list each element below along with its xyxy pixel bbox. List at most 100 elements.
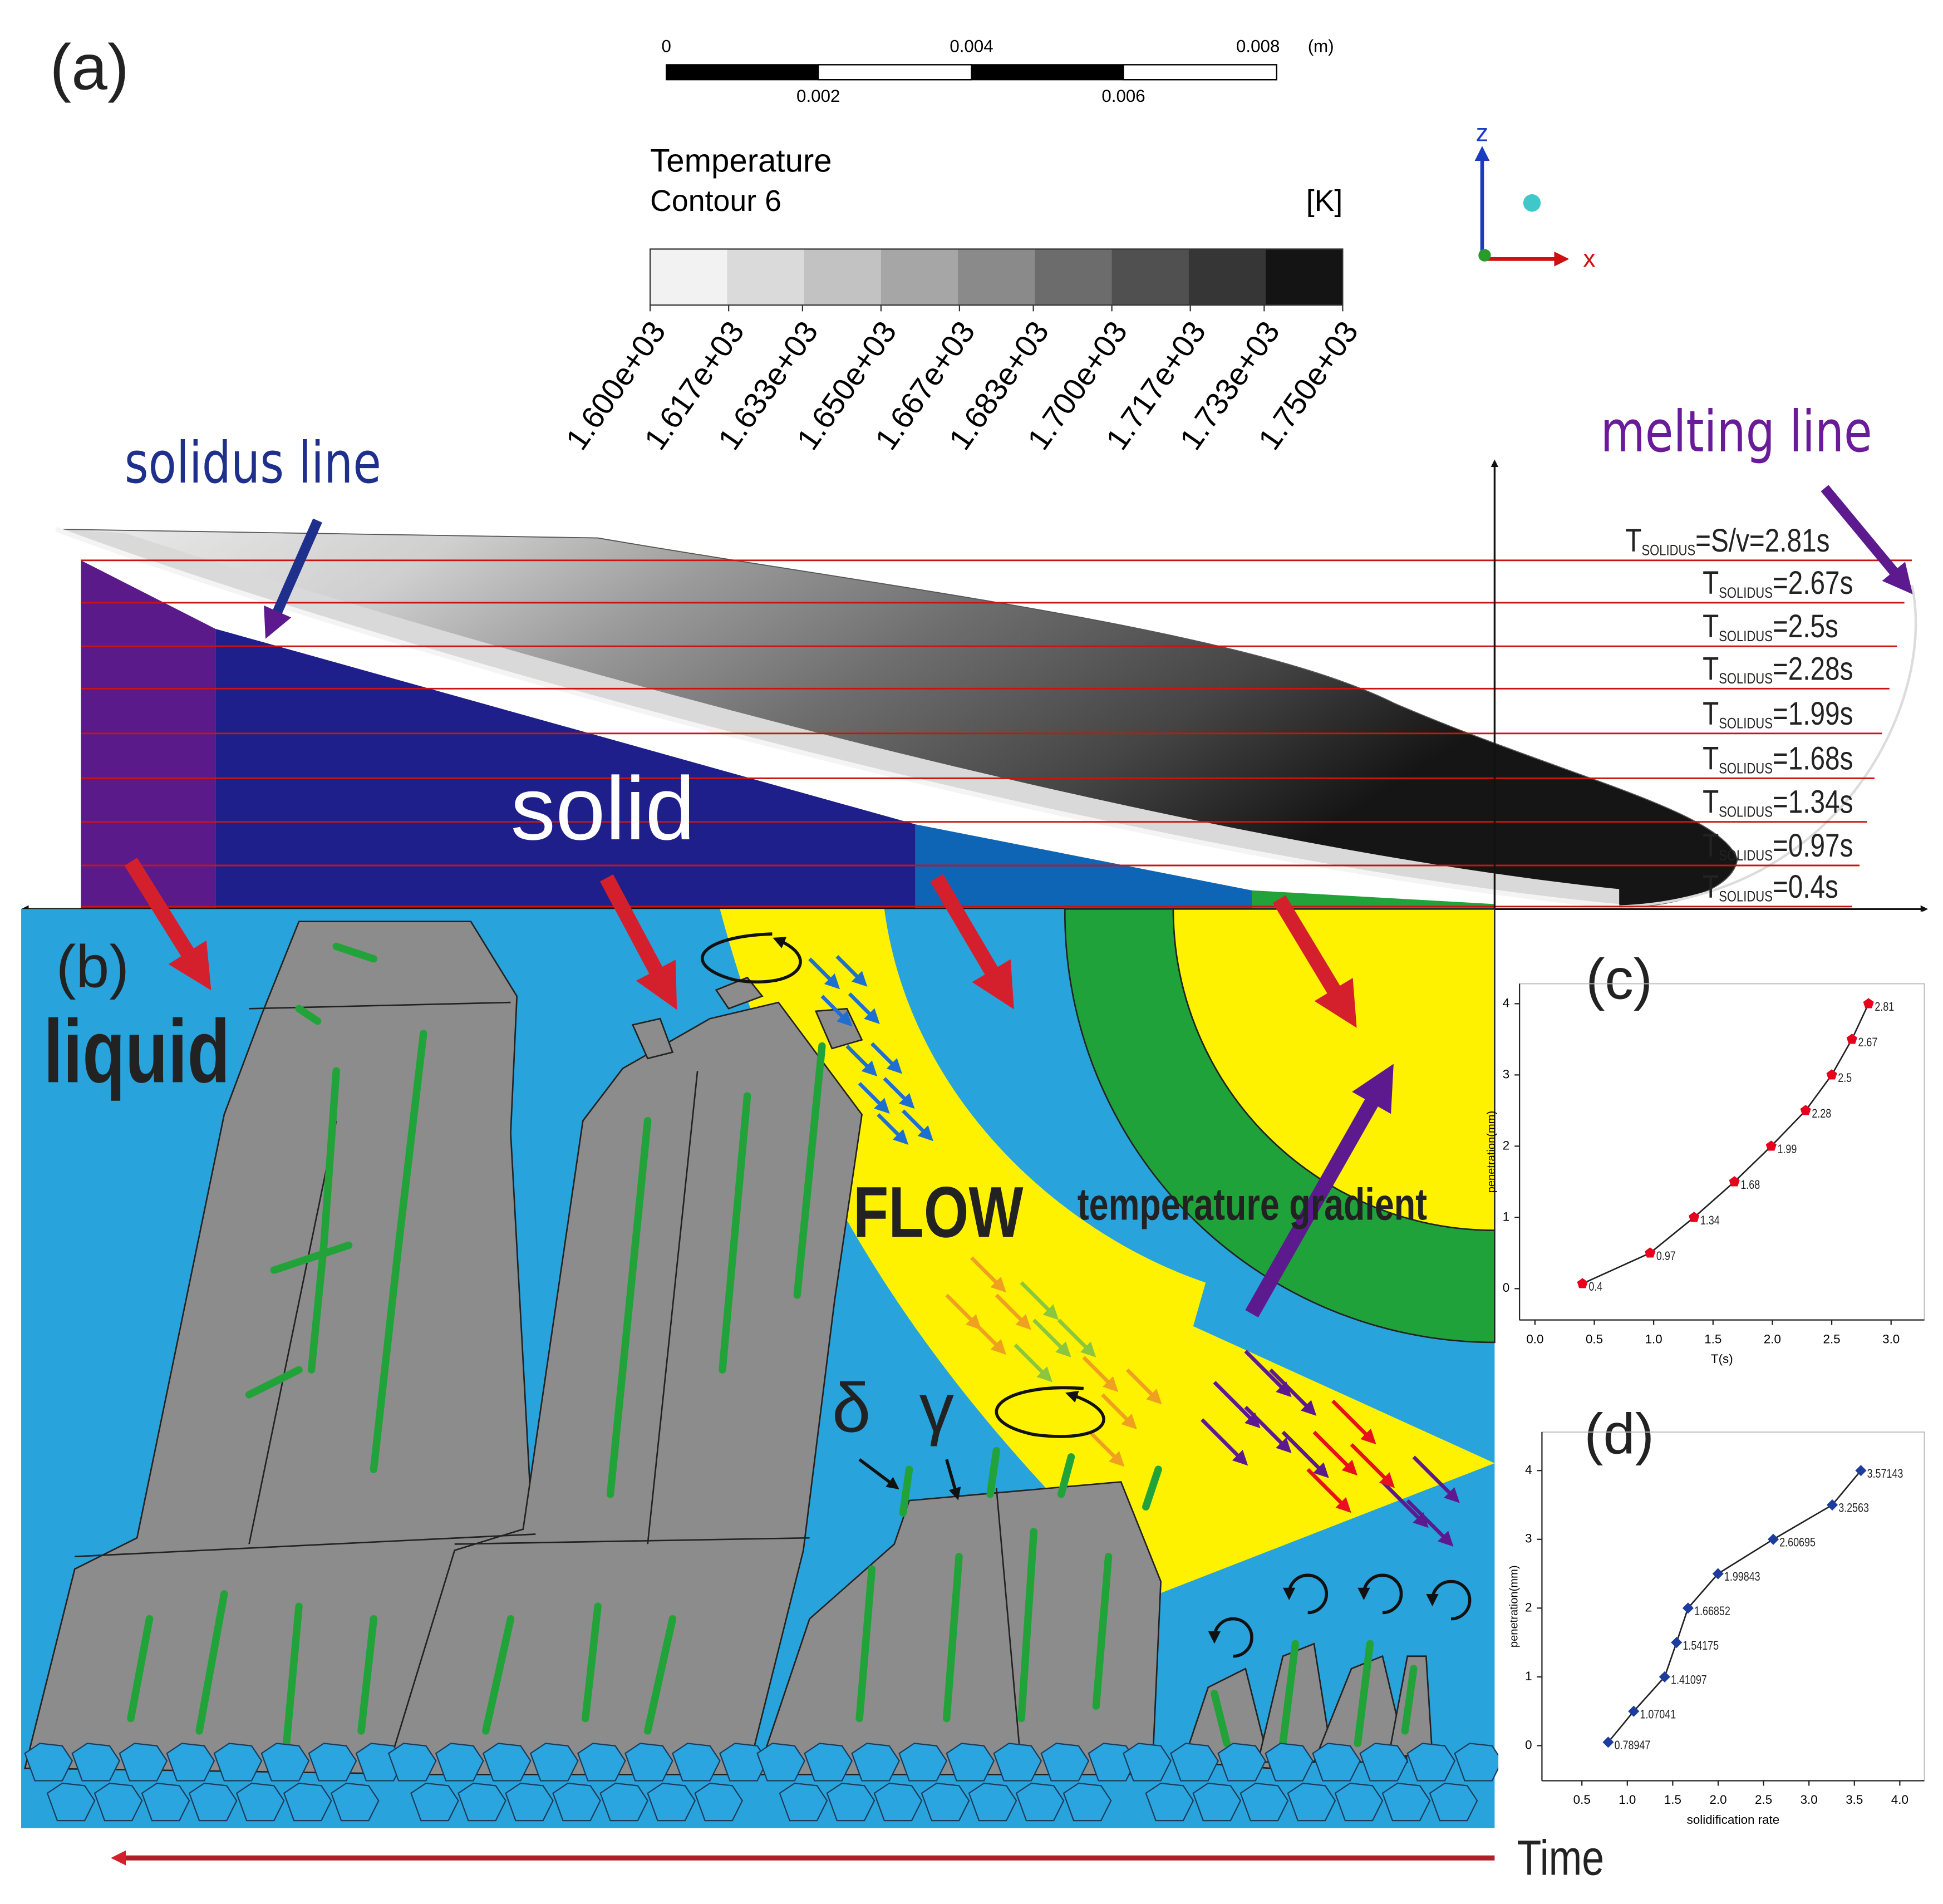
value-text: =0.97s	[1773, 828, 1853, 864]
grain	[94, 1782, 143, 1822]
axis-name: z	[1476, 119, 1488, 146]
schematic-part-part	[482, 1615, 515, 1735]
x-tick-label: 0.5	[1573, 1793, 1591, 1807]
data-label: 2.28	[1812, 1107, 1831, 1120]
value-text: =1.34s	[1773, 784, 1853, 820]
y-tick-label: 3	[1503, 1067, 1509, 1081]
data-label: 1.34	[1700, 1214, 1720, 1227]
schematic-part-part	[582, 1602, 602, 1723]
data-point	[1645, 1247, 1656, 1258]
subscript: SOLIDUS	[1719, 761, 1773, 778]
legend-subtitle: Contour 6	[650, 184, 781, 218]
value-text: =0.4s	[1773, 869, 1838, 905]
schematic-part-part	[295, 1005, 322, 1025]
schematic-part-part	[1272, 895, 1357, 1028]
grain	[694, 1782, 744, 1822]
flow-arrow	[870, 1042, 903, 1074]
data-point	[1682, 1602, 1694, 1614]
grain	[1429, 1782, 1478, 1822]
scale-label: 0.008	[1236, 36, 1280, 56]
subscript: SOLIDUS	[1719, 629, 1773, 646]
schematic-part	[1172, 908, 1496, 1231]
schematic-part-part	[995, 1386, 1105, 1438]
melt-pool-part	[915, 824, 1252, 909]
data-point	[1826, 1069, 1837, 1080]
schematic-part-part	[127, 1615, 154, 1723]
colorbar-band	[1188, 249, 1267, 306]
colorbar-band	[1035, 249, 1113, 306]
flow-arrow	[1350, 1443, 1395, 1488]
annotation: temperature gradient	[1078, 1180, 1427, 1229]
annotation: γ	[919, 1369, 955, 1447]
grain	[529, 1743, 579, 1782]
grain	[1381, 1782, 1431, 1822]
schematic-part-part	[1282, 1573, 1329, 1615]
data-label: 3.2563	[1838, 1502, 1869, 1515]
grain	[1359, 1743, 1409, 1782]
scale-label: 0.006	[1101, 86, 1145, 106]
schematic-part-part	[454, 1537, 810, 1545]
schematic-part-part	[599, 874, 677, 1010]
data-point	[1855, 1465, 1867, 1477]
x-tick-label: 3.0	[1801, 1793, 1818, 1807]
schematic-part	[124, 858, 1357, 1028]
solidus-time-label: TSOLIDUS=0.97s	[1703, 828, 1853, 864]
colorbar-band	[881, 249, 959, 306]
grain	[71, 1743, 121, 1782]
x-tick-label: 1.5	[1664, 1793, 1681, 1807]
schematic-part-part	[195, 1590, 228, 1735]
schematic-part-part	[701, 932, 802, 984]
melt-pool-part	[1252, 890, 1495, 909]
schematic-part-part	[124, 858, 211, 991]
x-axis-label: solidification rate	[1687, 1813, 1780, 1827]
schematic-part-part	[357, 1615, 378, 1735]
solidus-time-label: TSOLIDUS=2.67s	[1703, 565, 1853, 602]
annotation: Time	[1517, 1831, 1604, 1886]
melt-pool-part	[55, 527, 1620, 909]
data-label: 0.4	[1588, 1280, 1602, 1293]
grain	[873, 1782, 923, 1822]
flow-arrow	[1125, 1368, 1162, 1405]
schematic-part-part	[307, 1067, 340, 1374]
grain	[647, 1782, 696, 1822]
symbol: T	[1703, 741, 1719, 777]
schematic	[21, 858, 1503, 1866]
scale-bar-part	[818, 64, 972, 81]
colorbar-frame	[650, 248, 1344, 306]
symbol: T	[1625, 523, 1641, 559]
schematic-part-part	[647, 1071, 699, 1544]
y-tick-label: 1	[1503, 1209, 1509, 1223]
y-tick-label: 0	[1503, 1281, 1509, 1295]
scale-label: 0	[662, 36, 671, 56]
schematic-part-part	[370, 1030, 427, 1473]
grain	[921, 1782, 970, 1822]
y-tick-label: 0	[1525, 1738, 1532, 1752]
value-text: =2.5s	[1773, 609, 1838, 645]
x-tick-label: 2.5	[1823, 1332, 1841, 1346]
subscript: SOLIDUS	[1719, 804, 1773, 821]
flow-arrow	[1312, 1430, 1357, 1476]
x-tick-label: 1.5	[1704, 1332, 1721, 1346]
y-tick-label: 2	[1525, 1600, 1532, 1614]
x-tick-label: 2.0	[1709, 1793, 1726, 1807]
symbol: T	[1703, 784, 1719, 820]
data-label: 0.78947	[1615, 1739, 1651, 1752]
schematic-part	[808, 955, 1460, 1547]
symbol: T	[1703, 565, 1719, 602]
x-tick-label: 2.0	[1764, 1332, 1781, 1346]
flow-arrow	[1213, 1381, 1261, 1429]
scale-bar	[666, 64, 1277, 81]
axis-name: x	[1583, 244, 1595, 272]
schematic-part-part	[282, 1602, 303, 1748]
data-point	[1628, 1705, 1640, 1717]
colorbar: 1.600e+031.617e+031.633e+031.650e+031.66…	[559, 248, 1365, 456]
grain	[1123, 1743, 1172, 1782]
flow-arrow	[1020, 1281, 1059, 1320]
melt-pool-part	[1619, 585, 1917, 908]
schematic-part	[24, 1743, 1503, 1822]
data-label: 1.68	[1740, 1178, 1760, 1192]
data-label: 1.99843	[1724, 1570, 1760, 1583]
colorbar-band	[1266, 249, 1344, 306]
annotation: δ	[832, 1369, 871, 1447]
colorbar-band	[727, 249, 805, 306]
